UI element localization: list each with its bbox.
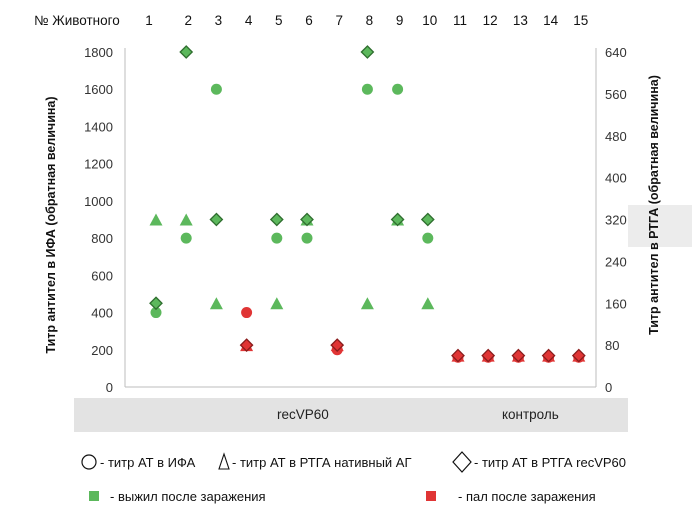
- animal-number: 1: [145, 13, 153, 28]
- legend-circle-label: - титр АТ в ИФА: [100, 455, 196, 470]
- ifa-circle-point: [210, 83, 222, 95]
- ifa-circle-point: [180, 232, 192, 244]
- plot-area: [124, 48, 597, 388]
- ifa-circle-point: [241, 307, 253, 319]
- animal-number: 14: [543, 13, 559, 28]
- animal-number: 13: [513, 13, 528, 28]
- animal-number: 2: [184, 13, 192, 28]
- ifa-circle-point: [150, 307, 162, 319]
- group-labels: recVP60 контроль: [277, 407, 559, 422]
- rtga-recvp60-diamond-point: [571, 348, 586, 363]
- group-label-band: [74, 398, 628, 432]
- rtga-recvp60-diamond-point: [420, 212, 435, 227]
- rtga-recvp60-diamond-point: [179, 45, 194, 59]
- animal-number: 7: [335, 13, 343, 28]
- rtga-recvp60-diamond-point: [541, 348, 556, 363]
- left-tick-label: 1400: [84, 119, 113, 134]
- right-tick-label: 0: [605, 380, 612, 395]
- left-tick-label: 1000: [84, 194, 113, 209]
- rtga-recvp60-diamond-point: [511, 348, 526, 363]
- left-tick-label: 600: [91, 268, 113, 283]
- animal-number: 15: [573, 13, 588, 28]
- rtga-native-triangle-point: [270, 297, 284, 310]
- animal-number: 10: [422, 13, 437, 28]
- right-tick-label: 480: [605, 129, 627, 144]
- group-label: recVP60: [277, 407, 329, 422]
- ifa-circle-point: [271, 232, 283, 244]
- right-tick-label: 160: [605, 296, 627, 311]
- group-label: контроль: [502, 407, 559, 422]
- animal-number: 5: [275, 13, 283, 28]
- left-tick-label: 1200: [84, 157, 113, 172]
- legend: - титр АТ в ИФА - титр АТ в РТГА нативны…: [81, 451, 626, 504]
- animal-number: 8: [366, 13, 374, 28]
- left-axis-title: Титр антител в ИФА (обратная величина): [44, 96, 58, 353]
- animal-number: 9: [396, 13, 404, 28]
- legend-triangle-label: - титр АТ в РТГА нативный АГ: [232, 455, 412, 470]
- data-marks: [149, 45, 586, 363]
- rtga-recvp60-diamond-point: [239, 338, 254, 353]
- rtga-recvp60-diamond-point: [300, 212, 314, 227]
- rtga-native-triangle-point: [421, 297, 435, 310]
- left-axis-ticks: 0 200 400 600 800 1000 1200 1400 1600 1800: [84, 45, 113, 395]
- right-tick-label: 320: [605, 213, 627, 228]
- animal-number: 12: [483, 13, 498, 28]
- rtga-recvp60-diamond-point: [390, 212, 405, 227]
- legend-circle-icon: [81, 454, 97, 470]
- ifa-circle-point: [361, 83, 373, 95]
- right-gray-panel: [628, 205, 692, 247]
- rtga-recvp60-diamond-point: [209, 212, 224, 227]
- ifa-circle-point: [422, 232, 434, 244]
- rtga-recvp60-diamond-point: [360, 45, 375, 59]
- rtga-recvp60-diamond-point: [269, 212, 284, 227]
- right-tick-label: 400: [605, 171, 627, 186]
- animal-header-label: № Животного: [34, 13, 120, 28]
- animal-number: 3: [215, 13, 223, 28]
- right-axis-ticks: 0 80 160 240 320 400 480 560 640: [605, 45, 627, 395]
- rtga-recvp60-diamond-point: [330, 338, 345, 353]
- left-tick-label: 200: [91, 343, 113, 358]
- rtga-native-triangle-point: [209, 297, 223, 310]
- rtga-native-triangle-point: [179, 213, 193, 226]
- animal-numbers: 1 2 3 4 5 6 7 8 9 10 11 12 13 14 15: [145, 13, 588, 28]
- legend-diamond-label: - титр АТ в РТГА recVP60: [474, 455, 626, 470]
- legend-triangle-icon: [218, 452, 230, 470]
- right-tick-label: 640: [605, 45, 627, 60]
- left-tick-label: 1600: [84, 82, 113, 97]
- ifa-circle-point: [301, 232, 313, 244]
- right-tick-label: 240: [605, 254, 627, 269]
- animal-number: 11: [453, 13, 467, 28]
- rtga-native-triangle-point: [149, 213, 163, 226]
- legend-died-label: - пал после заражения: [458, 489, 596, 504]
- left-tick-label: 0: [106, 380, 113, 395]
- ifa-circle-point: [392, 83, 404, 95]
- animal-number: 6: [305, 13, 313, 28]
- left-tick-label: 400: [91, 306, 113, 321]
- right-tick-label: 560: [605, 87, 627, 102]
- rtga-native-triangle-point: [360, 297, 374, 310]
- legend-survived-label: - выжил после заражения: [110, 489, 266, 504]
- legend-survived-square: [89, 491, 99, 501]
- right-axis-title: Титр антител в РТГА (обратная величина): [647, 75, 661, 335]
- left-tick-label: 1800: [84, 45, 113, 60]
- rtga-recvp60-diamond-point: [149, 296, 163, 311]
- rtga-recvp60-diamond-point: [451, 348, 465, 363]
- legend-died-square: [426, 491, 436, 501]
- left-tick-label: 800: [91, 231, 113, 246]
- animal-number: 4: [245, 13, 253, 28]
- right-tick-label: 80: [605, 338, 619, 353]
- legend-diamond-icon: [452, 451, 472, 473]
- rtga-recvp60-diamond-point: [481, 348, 496, 363]
